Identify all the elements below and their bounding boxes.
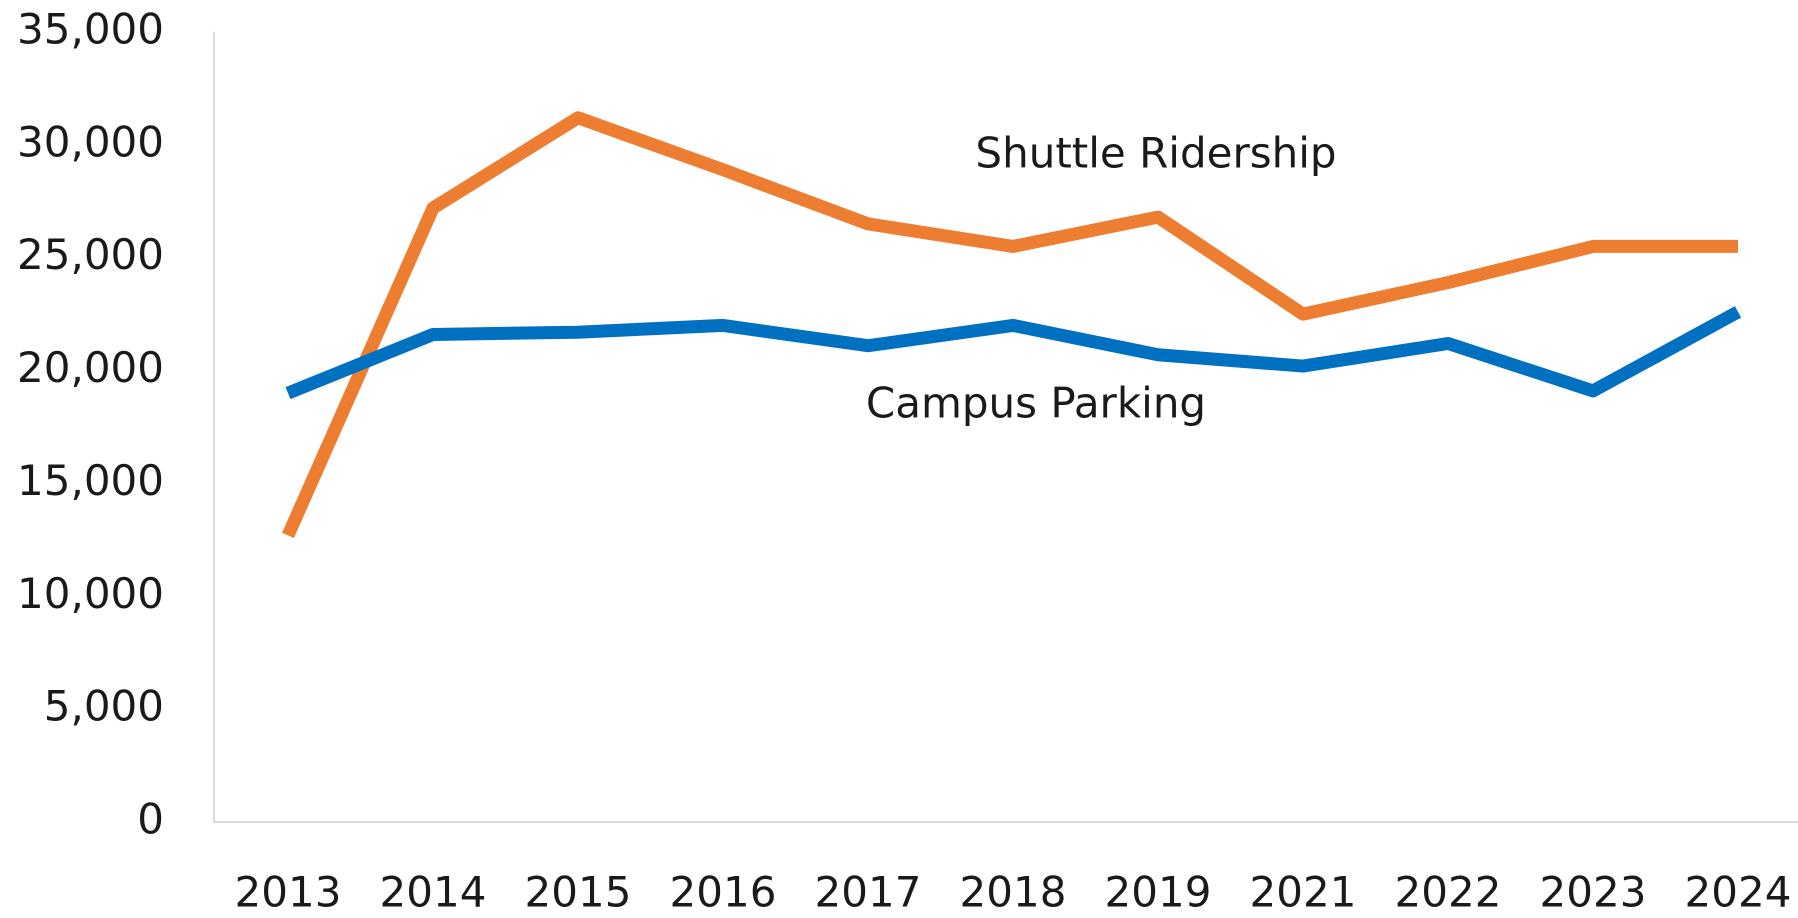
- x-tick-label: 2022: [1395, 868, 1502, 917]
- x-tick-label: 2016: [670, 868, 777, 917]
- x-tick-label: 2019: [1105, 868, 1212, 917]
- x-tick-label: 2013: [235, 868, 342, 917]
- y-tick-label: 0: [137, 795, 164, 844]
- x-tick-label: 2024: [1685, 868, 1792, 917]
- y-tick-label: 15,000: [17, 456, 164, 505]
- series-line: [282, 111, 1738, 538]
- y-tick-label: 20,000: [17, 343, 164, 392]
- y-tick-label: 25,000: [17, 230, 164, 279]
- series-line: [285, 306, 1742, 400]
- y-tick-label: 10,000: [17, 569, 164, 618]
- y-tick-label: 5,000: [44, 682, 164, 731]
- y-tick-label: 35,000: [17, 5, 164, 54]
- series-label: Shuttle Ridership: [975, 129, 1336, 178]
- x-tick-label: 2014: [380, 868, 487, 917]
- x-tick-label: 2021: [1250, 868, 1357, 917]
- x-tick-label: 2023: [1540, 868, 1647, 917]
- x-tick-label: 2018: [960, 868, 1067, 917]
- series-label: Campus Parking: [866, 379, 1206, 428]
- x-tick-label: 2015: [525, 868, 632, 917]
- y-tick-label: 30,000: [17, 117, 164, 166]
- x-tick-label: 2017: [815, 868, 922, 917]
